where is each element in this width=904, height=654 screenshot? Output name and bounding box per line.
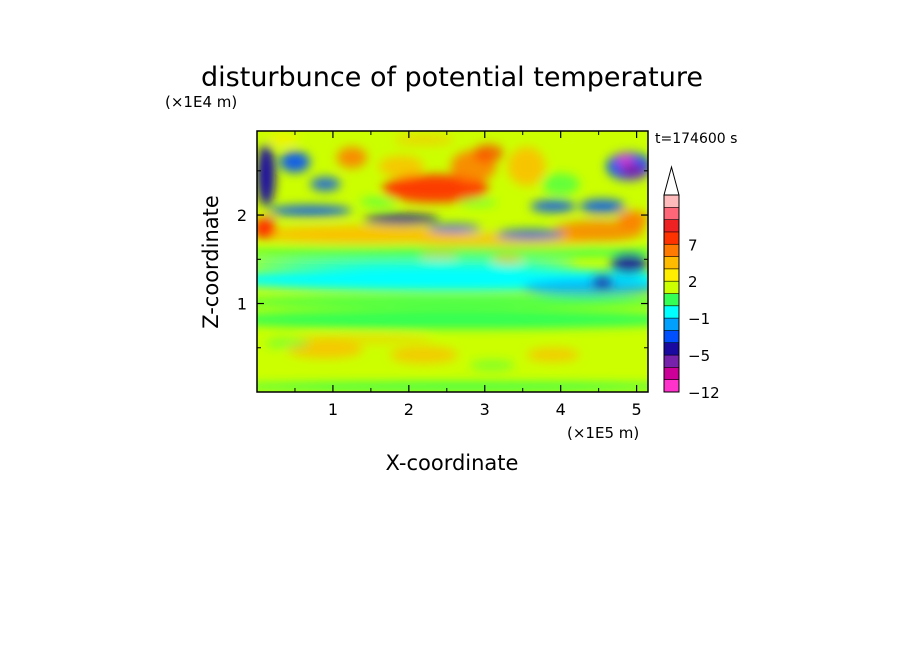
contour-region	[610, 253, 648, 275]
colorbar-extend-arrow	[663, 165, 680, 196]
contour-field	[257, 134, 648, 392]
contour-region	[268, 134, 299, 146]
colorbar-swatch	[664, 318, 679, 331]
contour-region	[363, 214, 440, 225]
colorbar-swatch	[664, 281, 679, 294]
contour-region	[310, 177, 341, 192]
contour-region	[469, 360, 516, 371]
x-unit-label: (×1E5 m)	[567, 424, 639, 442]
contour-region	[389, 345, 459, 364]
time-label: t=174600 s	[655, 131, 737, 147]
x-tick-label: 4	[556, 400, 566, 419]
colorbar-swatch	[664, 268, 679, 282]
colorbar-swatch	[664, 305, 679, 319]
y-unit-label: (×1E4 m)	[165, 93, 237, 111]
contour-region	[553, 220, 645, 242]
contour-region	[617, 210, 648, 229]
contour-region	[279, 151, 311, 173]
x-tick-label: 1	[328, 400, 338, 419]
contour-region	[257, 258, 576, 270]
contour-region	[393, 134, 455, 146]
contour-region	[530, 200, 576, 213]
contour-region	[492, 254, 523, 264]
contour-region	[427, 223, 481, 233]
chart-title: disturbunce of potential temperature	[201, 62, 703, 93]
contour-region	[359, 197, 398, 207]
plot-area	[257, 131, 648, 392]
colorbar-swatch	[664, 355, 679, 368]
contour-region	[257, 382, 648, 392]
contour-region	[507, 146, 546, 186]
y-tick-label: 2	[237, 206, 247, 225]
colorbar-swatch	[664, 195, 679, 208]
colorbar: 7 2 −1 −5 −12	[663, 165, 720, 402]
plot-frame	[256, 130, 649, 393]
contour-region	[382, 174, 489, 203]
contour-region	[496, 229, 565, 240]
contour-region	[257, 309, 648, 330]
contour-region	[579, 199, 626, 214]
contour-region	[294, 334, 432, 344]
y-axis: 12	[237, 170, 648, 349]
contour-region	[268, 205, 352, 216]
colorbar-tick-label: −1	[688, 310, 710, 328]
colorbar-swatch	[664, 207, 679, 220]
colorbar-swatch	[664, 244, 679, 257]
colorbar-swatch	[664, 219, 679, 233]
contour-region	[420, 251, 459, 259]
contour-region	[264, 338, 311, 348]
contour-region	[473, 144, 504, 162]
contour-region	[378, 155, 425, 178]
x-tick-label: 2	[404, 400, 414, 419]
contour-region	[257, 295, 648, 308]
contour-region	[591, 274, 614, 289]
contour-region	[257, 246, 648, 258]
contour-region	[257, 217, 276, 239]
colorbar-swatch	[664, 367, 679, 380]
colorbar-swatch	[664, 379, 679, 393]
colorbar-swatch	[664, 256, 679, 270]
colorbar-swatch	[664, 342, 679, 356]
colorbar-swatch	[664, 330, 679, 344]
colorbar-tick-label: −5	[688, 347, 710, 365]
x-axis: 1 2 3 4 5	[294, 131, 642, 419]
colorbar-tick-label: 7	[688, 236, 698, 254]
y-axis-label: Z-coordinate	[199, 195, 223, 329]
x-tick-label: 5	[632, 400, 642, 419]
colorbar-tick-label: −12	[688, 384, 720, 402]
contour-region	[458, 197, 497, 207]
y-tick-label: 1	[237, 295, 247, 314]
contour-region	[522, 278, 648, 297]
contour-region	[619, 163, 646, 178]
colorbar-tick-label: 2	[688, 273, 698, 291]
contour-region	[257, 144, 276, 207]
colorbar-swatch	[664, 293, 679, 307]
x-tick-label: 3	[480, 400, 490, 419]
contour-region	[336, 146, 368, 169]
contour-region	[541, 173, 580, 195]
x-axis-label: X-coordinate	[386, 451, 519, 475]
contour-region	[617, 155, 633, 165]
colorbar-swatch	[664, 231, 679, 245]
contour-region	[526, 347, 580, 362]
